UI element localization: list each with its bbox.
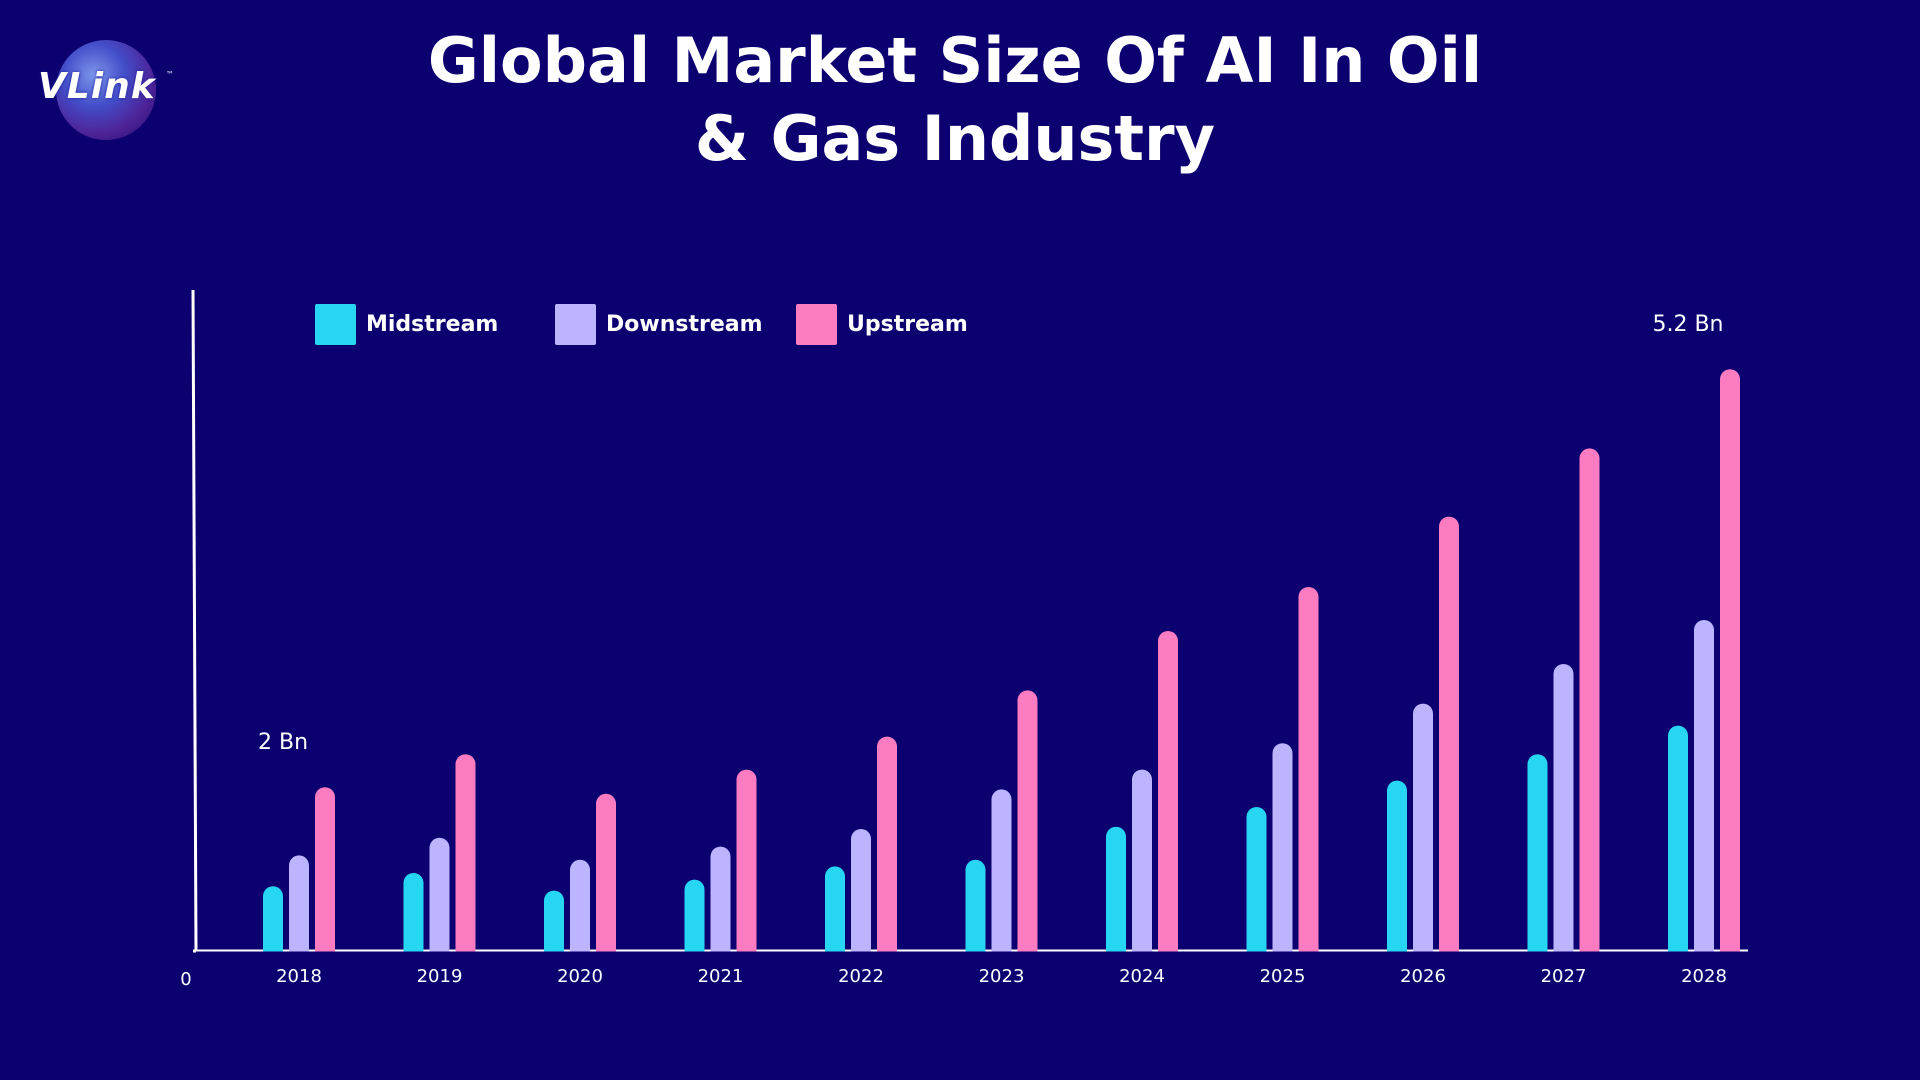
legend-label-downstream: Downstream bbox=[606, 311, 763, 337]
legend-label-midstream: Midstream bbox=[366, 311, 499, 337]
bar-upstream-2028 bbox=[1720, 369, 1740, 960]
x-tick-label-2018: 2018 bbox=[276, 966, 322, 987]
legend-swatch-upstream bbox=[796, 303, 837, 345]
legend-label-upstream: Upstream bbox=[847, 311, 968, 337]
bar-downstream-2019 bbox=[429, 837, 450, 960]
bar-upstream-2020 bbox=[596, 793, 616, 960]
origin-label: 0 bbox=[180, 969, 191, 990]
bar-midstream-2020 bbox=[544, 890, 564, 960]
bar-midstream-2028 bbox=[1668, 725, 1688, 960]
trademark-mark: ™ bbox=[166, 70, 174, 79]
bar-upstream-2018 bbox=[315, 787, 335, 960]
bar-downstream-2026 bbox=[1413, 703, 1433, 960]
x-tick-label-2022: 2022 bbox=[838, 966, 884, 987]
bar-downstream-2027 bbox=[1553, 664, 1574, 960]
y-axis bbox=[191, 289, 198, 953]
globe-icon bbox=[56, 40, 156, 140]
bars-layer bbox=[196, 369, 1756, 966]
bar-midstream-2024 bbox=[1106, 826, 1126, 960]
annotation-2028: 5.2 Bn bbox=[1652, 312, 1723, 337]
bar-upstream-2027 bbox=[1579, 448, 1600, 960]
bar-upstream-2021 bbox=[736, 769, 757, 960]
legend-item-downstream: Downstream bbox=[555, 303, 763, 345]
bar-midstream-2022 bbox=[825, 866, 845, 960]
bar-midstream-2025 bbox=[1246, 807, 1267, 960]
bar-midstream-2026 bbox=[1387, 780, 1407, 960]
bar-downstream-2021 bbox=[710, 846, 731, 960]
legend-swatch-midstream bbox=[315, 303, 356, 345]
bar-downstream-2028 bbox=[1694, 620, 1714, 960]
legend-item-upstream: Upstream bbox=[796, 303, 968, 345]
bar-downstream-2020 bbox=[570, 859, 590, 960]
bar-upstream-2023 bbox=[1017, 690, 1038, 960]
chart-title: Global Market Size Of AI In Oil & Gas In… bbox=[427, 24, 1483, 175]
baseline-mask bbox=[196, 951, 1756, 966]
bar-midstream-2027 bbox=[1527, 754, 1548, 960]
x-tick-label-2026: 2026 bbox=[1400, 966, 1446, 987]
bar-downstream-2022 bbox=[851, 829, 871, 960]
vlink-logo: VLink ™ bbox=[38, 36, 188, 140]
labels-layer: 2018 2019 2020 2021 2022 2023 2024 2025 2026 2027… bbox=[258, 312, 1727, 987]
x-tick-label-2028: 2028 bbox=[1681, 966, 1727, 987]
x-tick-label-2023: 2023 bbox=[979, 966, 1025, 987]
bar-upstream-2025 bbox=[1298, 587, 1319, 960]
bar-midstream-2019 bbox=[403, 873, 424, 960]
bar-upstream-2019 bbox=[455, 754, 476, 960]
bar-downstream-2025 bbox=[1272, 743, 1293, 960]
x-tick-label-2020: 2020 bbox=[557, 966, 603, 987]
bar-upstream-2022 bbox=[877, 736, 897, 960]
bar-downstream-2018 bbox=[289, 855, 309, 960]
x-tick-label-2025: 2025 bbox=[1260, 966, 1306, 987]
x-tick-label-2019: 2019 bbox=[417, 966, 463, 987]
bar-midstream-2018 bbox=[263, 886, 283, 960]
legend-item-midstream: Midstream bbox=[315, 303, 498, 345]
x-tick-label-2027: 2027 bbox=[1541, 966, 1587, 987]
bar-upstream-2026 bbox=[1439, 516, 1459, 960]
legend-swatch-downstream bbox=[555, 303, 596, 345]
bar-midstream-2021 bbox=[684, 879, 705, 960]
logo-text: VLink bbox=[38, 66, 156, 107]
bar-downstream-2024 bbox=[1132, 769, 1152, 960]
x-tick-label-2024: 2024 bbox=[1119, 966, 1165, 987]
bar-upstream-2024 bbox=[1158, 631, 1178, 960]
annotation-2018: 2 Bn bbox=[258, 730, 308, 755]
x-tick-label-2021: 2021 bbox=[698, 966, 744, 987]
bar-downstream-2023 bbox=[991, 789, 1012, 960]
bar-midstream-2023 bbox=[965, 859, 986, 960]
